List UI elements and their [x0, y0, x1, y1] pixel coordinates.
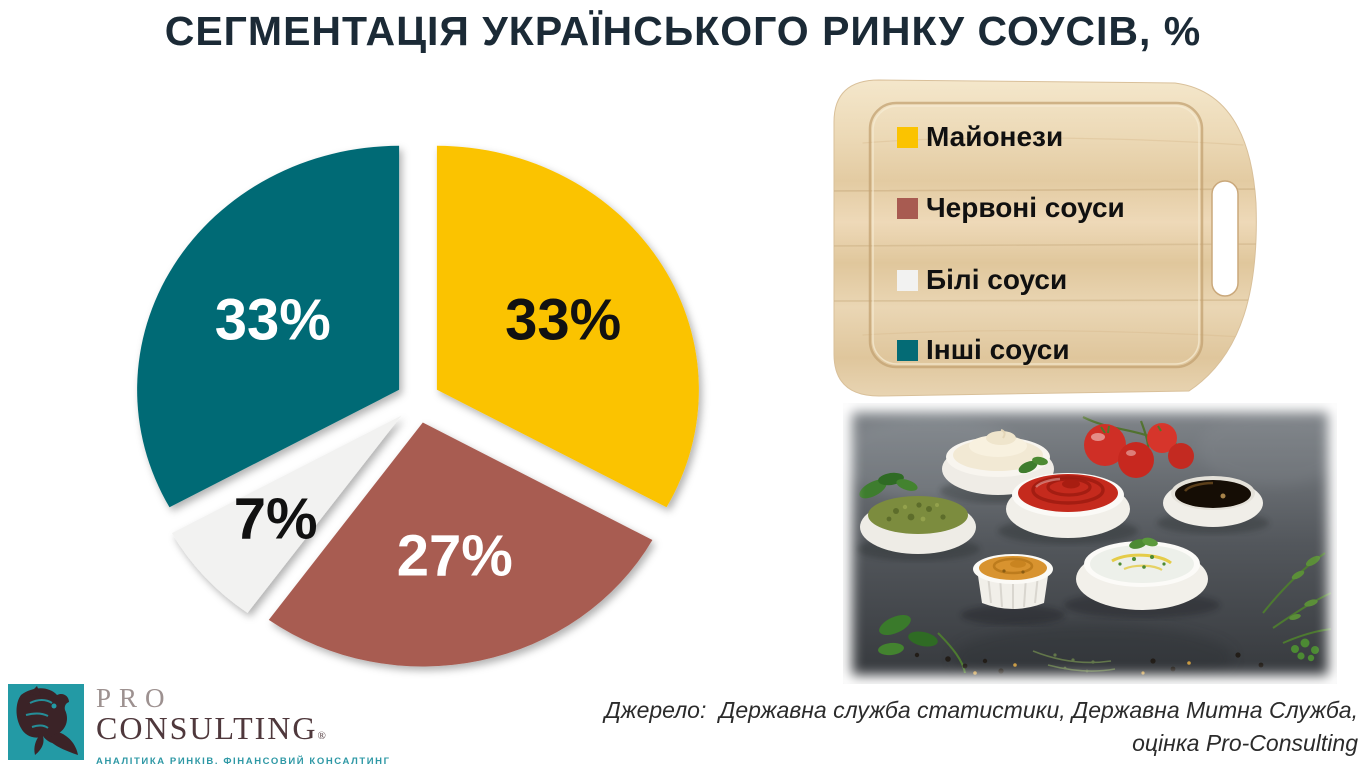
legend-item-0: Майонези	[897, 122, 1063, 152]
legend-swatch-1	[897, 197, 918, 219]
soy-sauce-bowl-icon	[1157, 476, 1269, 534]
logo-consulting: CONSULTING®	[96, 710, 328, 746]
sauces-photo	[838, 403, 1348, 692]
pie-slice-3	[137, 145, 400, 508]
pie-slice-2	[171, 415, 402, 613]
legend-item-2: Білі соуси	[897, 265, 1067, 295]
legend-board: Майонези Червоні соуси Білі соуси Інші соус…	[823, 73, 1268, 403]
sauces-photo-illustration	[838, 403, 1348, 692]
pie-slice-label-2: 7%	[234, 486, 318, 551]
source-line-2: оцінка Pro-Consulting	[1132, 730, 1358, 756]
pie-chart: 33% 27% 7% 33%	[100, 110, 740, 690]
source-note: Джерело: Державна служба статистики, Дер…	[428, 694, 1358, 760]
legend-swatch-3	[897, 339, 918, 361]
legend-item-3: Інші соуси	[897, 335, 1070, 365]
basil-leaves-icon	[878, 614, 1116, 674]
pie-slice-label-0: 33%	[505, 288, 621, 353]
legend-item-1: Червоні соуси	[897, 193, 1125, 223]
pie-slice-label-1: 27%	[397, 523, 513, 588]
legend-label-0: Майонези	[926, 121, 1064, 152]
pie-slice-1	[268, 422, 653, 667]
legend-label-3: Інші соуси	[926, 334, 1070, 365]
herbs-icon	[1262, 552, 1332, 662]
pie-chart-svg: 33% 27% 7% 33%	[137, 145, 699, 667]
mustard-bowl-icon	[961, 554, 1065, 625]
legend-label-1: Червоні соуси	[926, 192, 1125, 223]
page-title: СЕГМЕНТАЦІЯ УКРАЇНСЬКОГО РИНКУ СОУСІВ, %	[164, 8, 1202, 54]
registered-mark: ®	[317, 730, 328, 742]
logo-tagline: АНАЛІТИКА РИНКІВ. ФІНАНСОВИЙ КОНСАЛТИНГ	[96, 756, 391, 766]
board-shape	[833, 79, 1257, 397]
tomatoes-icon	[1082, 416, 1194, 478]
source-line-1: Джерело: Державна служба статистики, Дер…	[604, 697, 1358, 723]
peppercorns-icon	[914, 652, 1264, 675]
legend-label-2: Білі соуси	[926, 264, 1068, 295]
board-handle-hole	[1211, 180, 1239, 297]
rhino-icon	[16, 686, 78, 755]
pesto-bowl-icon	[856, 472, 980, 561]
pie-slice-label-3: 33%	[215, 288, 331, 353]
ketchup-bowl-icon	[998, 456, 1138, 544]
board-groove	[868, 101, 1204, 369]
logo-pro: PRO	[96, 683, 173, 713]
legend-swatch-2	[897, 269, 918, 291]
logo-text: PRO CONSULTING® АНАЛІТИКА РИНКІВ. ФІНАНС…	[96, 684, 391, 766]
pro-consulting-logo: PRO CONSULTING® АНАЛІТИКА РИНКІВ. ФІНАНС…	[8, 684, 391, 766]
legend-swatch-0	[897, 126, 918, 148]
white-sauce-bowl-icon	[1064, 537, 1220, 618]
pie-slice-0	[436, 145, 699, 508]
logo-square	[8, 684, 84, 760]
